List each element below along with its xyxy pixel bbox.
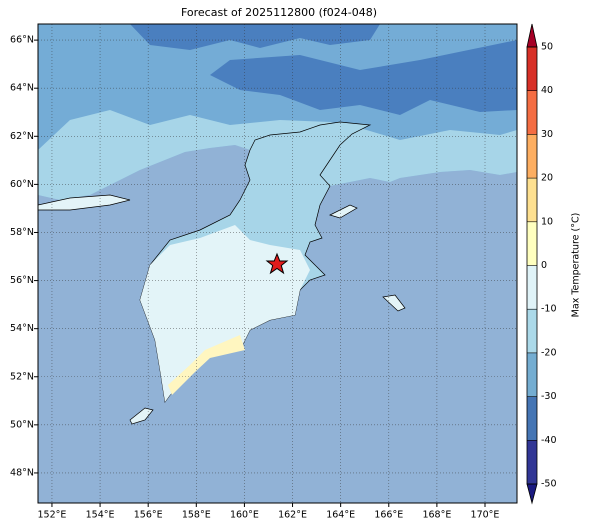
colorbar-tick-label: 30: [541, 129, 553, 140]
location-star: [265, 252, 289, 275]
x-tick-label: 162°E: [278, 510, 307, 521]
colorbar-segment: [527, 134, 537, 179]
colorbar-tick-label: 40: [541, 85, 553, 96]
island: [329, 204, 358, 219]
y-tick-label: 58°N: [10, 227, 34, 238]
colorbar-tick-label: -50: [541, 479, 557, 490]
coast-strip: [38, 194, 131, 211]
colorbar-extend-low: [526, 483, 538, 505]
y-tick-label: 64°N: [10, 83, 34, 94]
colorbar-segment: [527, 221, 537, 266]
colorbar-segment: [527, 265, 537, 310]
y-tick-label: 62°N: [10, 131, 34, 142]
colorbar-segment: [527, 178, 537, 222]
colorbar-segment: [527, 90, 537, 135]
colorbar-tick-label: 50: [541, 42, 553, 53]
colorbar-tick-label: 0: [541, 260, 547, 271]
colorbar-tick-label: 10: [541, 216, 553, 227]
y-tick-label: 66°N: [10, 35, 34, 46]
colorbar-tick-label: -30: [541, 391, 557, 402]
x-tick-label: 170°E: [471, 510, 500, 521]
colorbar-tick-label: -40: [541, 435, 557, 446]
x-tick-label: 164°E: [326, 510, 355, 521]
colorbar-extend-high: [526, 23, 538, 48]
x-tick-label: 156°E: [134, 510, 163, 521]
x-tick-label: 160°E: [230, 510, 259, 521]
x-tick-label: 168°E: [422, 510, 451, 521]
kamchatka-south: [140, 225, 310, 402]
chart-title: Forecast of 2025112800 (f024-048): [181, 6, 377, 19]
colorbar-tick-label: -10: [541, 304, 557, 315]
x-tick-label: 158°E: [182, 510, 211, 521]
map-frame: [37, 23, 518, 504]
warm-coast: [168, 335, 245, 395]
x-tick-label: 152°E: [38, 510, 67, 521]
colorbar-tick-label: -20: [541, 347, 557, 358]
x-tick-label: 154°E: [86, 510, 115, 521]
island: [129, 407, 154, 425]
colorbar-segment: [527, 47, 537, 91]
y-tick-label: 56°N: [10, 275, 34, 286]
y-tick-label: 50°N: [10, 419, 34, 430]
y-tick-label: 54°N: [10, 323, 34, 334]
colorbar-segment: [527, 352, 537, 397]
x-tick-label: 166°E: [374, 510, 403, 521]
y-tick-label: 52°N: [10, 371, 34, 382]
mild-band: [38, 110, 517, 200]
map-field: [38, 24, 517, 503]
colorbar-segment: [527, 440, 537, 484]
colorbar-segment: [527, 396, 537, 441]
y-tick-label: 48°N: [10, 467, 34, 478]
colorbar-tick-label: 20: [541, 173, 553, 184]
colorbar-segment: [527, 309, 537, 353]
colorbar-label: Max Temperature (°C): [571, 213, 582, 318]
y-tick-label: 60°N: [10, 179, 34, 190]
grid: [38, 24, 517, 503]
island: [382, 294, 406, 312]
cold-band: [130, 24, 517, 115]
